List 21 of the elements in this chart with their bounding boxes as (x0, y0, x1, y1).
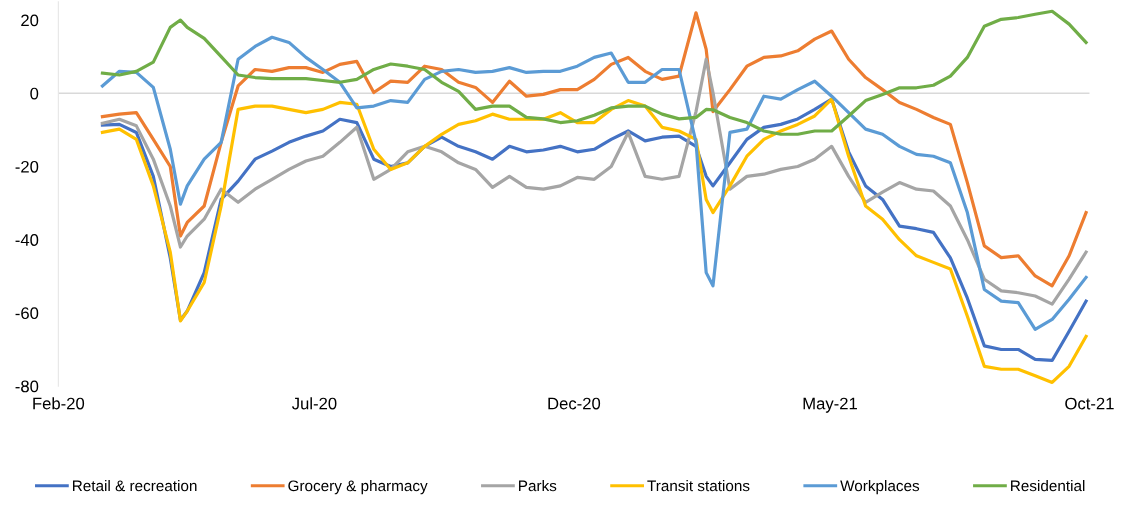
legend-label: Parks (519, 480, 557, 492)
line-series (100, 11, 1088, 288)
line-series (100, 9, 1088, 136)
legend-label: Transit stations (647, 480, 750, 492)
line-series (100, 35, 1088, 331)
y-tick-label: -60 (15, 307, 39, 320)
x-tick-label: Oct-21 (1065, 397, 1114, 410)
y-tick-label: 20 (21, 14, 39, 27)
x-tick-label: Dec-20 (548, 397, 601, 410)
y-tick-label: 0 (30, 87, 39, 100)
legend-label: Retail & recreation (73, 480, 197, 492)
y-tick-label: -20 (15, 160, 39, 173)
y-tick-label: -40 (15, 234, 39, 246)
x-tick-label: Feb-20 (33, 397, 85, 410)
legend-label: Workplaces (840, 480, 920, 495)
legend-label: Grocery & pharmacy (288, 480, 428, 495)
line-series (100, 57, 1088, 306)
y-tick-label: -80 (15, 380, 39, 393)
legend-label: Residential (1011, 480, 1085, 492)
x-tick-label: Jul-20 (291, 397, 337, 410)
x-tick-label: May-21 (803, 397, 857, 413)
